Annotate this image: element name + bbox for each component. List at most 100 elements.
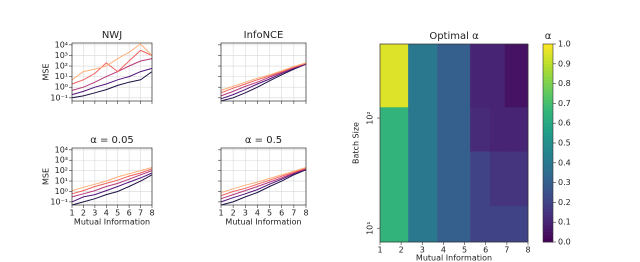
series-line	[220, 167, 307, 197]
x-tick-label: 4	[255, 209, 260, 218]
series-line	[71, 174, 153, 206]
series-line	[220, 168, 307, 200]
colorbar-band	[543, 106, 553, 111]
colorbar-band	[543, 222, 553, 226]
heatmap-cell	[504, 44, 529, 108]
colorbar-band	[543, 90, 553, 94]
y-tick-label: 10²	[55, 166, 68, 175]
colorbar-band	[543, 60, 553, 65]
colorbar-tick-label: 0.0	[558, 238, 571, 247]
y-tick-label: 10¹	[55, 72, 68, 81]
colorbar-tick-label: 0.3	[558, 178, 571, 187]
colorbar-band	[543, 119, 553, 124]
colorbar-tick-label: 0.7	[558, 99, 571, 108]
x-axis-label: Mutual Information	[416, 254, 492, 262]
colorbar-tick-label: 0.4	[558, 158, 571, 167]
colorbar-band	[543, 110, 553, 114]
colorbar-tick-label: 0.1	[558, 218, 571, 227]
colorbar-band	[543, 53, 553, 58]
colorbar-band	[543, 152, 553, 157]
x-tick-label: 5	[115, 209, 120, 218]
x-tick-label: 1	[69, 209, 74, 218]
colorbar-band	[543, 195, 553, 200]
colorbar-band	[543, 209, 553, 213]
colorbar-tick-label: 0.6	[558, 119, 571, 128]
y-tick-label: 10⁰	[55, 187, 68, 196]
heatmap-cell	[437, 205, 471, 243]
y-tick-label: 10⁰	[55, 83, 68, 92]
y-tick-label: 10¹	[55, 177, 68, 186]
colorbar-band	[543, 146, 553, 150]
series-line	[71, 71, 153, 99]
x-tick-label: 3	[420, 246, 425, 255]
series-line	[220, 168, 307, 203]
x-tick-label: 6	[127, 209, 132, 218]
x-tick-label: 2	[231, 209, 236, 218]
y-tick-label: 10²	[55, 62, 68, 71]
heatmap-cell	[437, 106, 471, 152]
series-line	[220, 62, 307, 91]
y-tick-label: 10³	[55, 51, 68, 60]
colorbar-band	[543, 103, 553, 108]
x-tick-label: 8	[149, 209, 154, 218]
heatmap-cell	[470, 44, 491, 108]
colorbar-band	[543, 205, 553, 210]
colorbar-tick-label: 0.8	[558, 79, 571, 88]
y-tick-label: 10⁴	[55, 145, 68, 154]
y-tick-label: 10⁻¹	[50, 93, 68, 102]
heatmap-cell	[408, 205, 438, 243]
chart-title: α = 0.05	[90, 135, 134, 146]
heatmap-cell	[489, 44, 506, 108]
colorbar-band	[543, 215, 553, 220]
colorbar-band	[543, 136, 553, 141]
x-tick-label: 2	[81, 209, 86, 218]
plot-frame	[220, 42, 307, 102]
x-tick-label: 5	[462, 246, 467, 255]
colorbar-band	[543, 139, 553, 144]
y-tick-label: 10⁻¹	[50, 197, 68, 206]
colorbar-band	[543, 182, 553, 187]
series-line	[71, 58, 153, 91]
y-tick-label: 10²	[366, 111, 375, 124]
x-tick-label: 6	[279, 209, 284, 218]
colorbar-band	[543, 166, 553, 170]
x-tick-label: 5	[267, 209, 272, 218]
x-tick-label: 7	[504, 246, 509, 255]
heatmap-cell	[470, 151, 491, 207]
colorbar-band	[543, 100, 553, 104]
colorbar-band	[543, 156, 553, 160]
x-tick-label: 6	[483, 246, 488, 255]
series-line	[220, 62, 307, 94]
x-tick-label: 4	[441, 246, 446, 255]
colorbar-band	[543, 50, 553, 55]
series-line	[220, 169, 307, 206]
heatmap-cell	[408, 44, 438, 108]
plot-frame	[379, 43, 529, 243]
heatmap-cell	[489, 106, 506, 152]
colorbar-band	[543, 93, 553, 98]
x-tick-label: 2	[399, 246, 404, 255]
series-line	[71, 167, 153, 192]
colorbar-band	[543, 86, 553, 91]
colorbar-band	[543, 77, 553, 81]
series-line	[71, 43, 153, 81]
series-line	[220, 63, 307, 102]
y-axis-label: Batch Size	[352, 122, 361, 164]
colorbar-band	[543, 47, 553, 51]
chart-title: InfoNCE	[244, 30, 284, 41]
heatmap-cell	[504, 106, 529, 152]
x-tick-label: 7	[291, 209, 296, 218]
colorbar-tick-label: 1.0	[558, 40, 571, 49]
x-axis-label: Mutual Information	[74, 218, 150, 227]
heatmap-cell	[504, 151, 529, 207]
colorbar-band	[543, 218, 553, 223]
colorbar-band	[543, 162, 553, 167]
colorbar-band	[543, 83, 553, 88]
colorbar-band	[543, 67, 553, 71]
colorbar-band	[543, 225, 553, 230]
x-tick-label: 1	[218, 209, 223, 218]
colorbar-label: α	[545, 31, 552, 42]
heatmap-cell	[380, 44, 409, 108]
colorbar-band	[543, 212, 553, 216]
